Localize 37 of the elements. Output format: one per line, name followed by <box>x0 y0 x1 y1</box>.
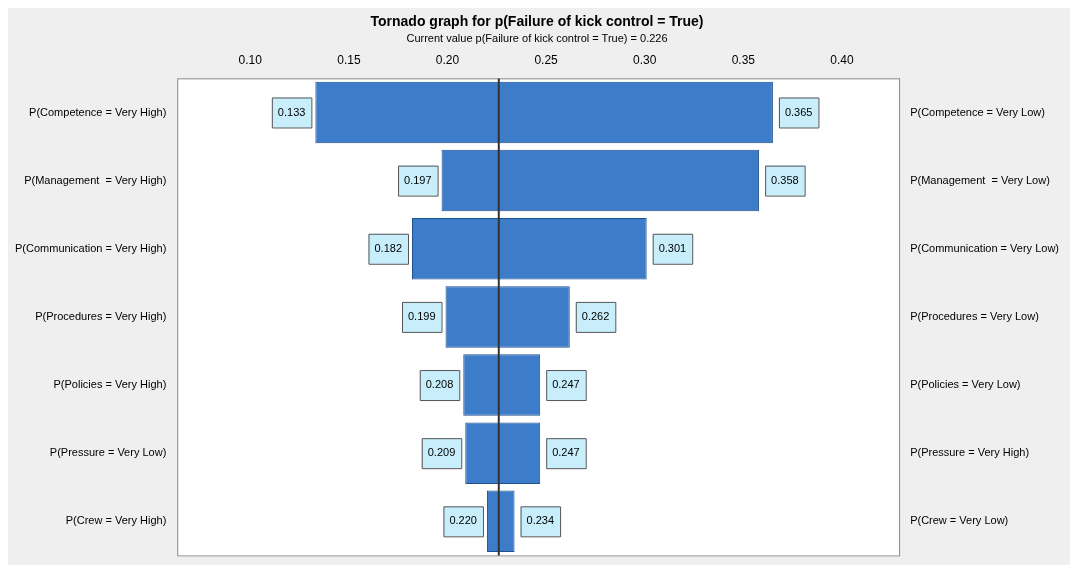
y2-tick-label: P(Crew = Very Low) <box>910 514 1009 527</box>
y2-tick-label: P(Communication = Very Low) <box>910 241 1060 254</box>
annotation: 0.262 <box>581 309 610 322</box>
annotation: 0.133 <box>277 105 306 118</box>
y-tick-label: P(Procedures = Very High) <box>35 309 167 322</box>
annotation: 0.247 <box>552 446 580 459</box>
y-tick-label: P(Policies = Very High) <box>53 378 167 391</box>
y-tick-label: P(Crew = Very High) <box>65 514 167 527</box>
annotation: 0.358 <box>771 173 799 186</box>
annotation: 0.234 <box>526 514 555 527</box>
y2-tick-label: P(Policies = Very Low) <box>910 378 1021 391</box>
x-tick-label: 0.25 <box>534 52 559 67</box>
y-tick-label: P(Pressure = Very Low) <box>49 446 167 459</box>
annotation: 0.208 <box>425 378 454 391</box>
y-tick-label: P(Competence = Very High) <box>29 105 167 118</box>
x-tick-label: 0.10 <box>238 52 263 67</box>
annotation: 0.209 <box>427 446 456 459</box>
y2-tick-label: P(Procedures = Very Low) <box>910 309 1039 322</box>
annotation: 0.247 <box>552 378 580 391</box>
chart-title: Tornado graph for p(Failure of kick control = True) <box>370 13 704 30</box>
annotation: 0.301 <box>658 241 687 254</box>
y2-tick-label: P(Competence = Very Low) <box>910 105 1045 118</box>
annotation: 0.199 <box>408 309 436 322</box>
annotation: 0.365 <box>784 105 813 118</box>
annotation: 0.220 <box>449 514 477 527</box>
y-tick-label: P(Management = Very High) <box>24 173 167 186</box>
x-tick-label: 0.35 <box>731 52 756 67</box>
chart-subtitle: Current value p(Failure of kick control = True) = 0.226 <box>406 32 668 45</box>
x-tick-label: 0.20 <box>435 52 460 67</box>
annotation: 0.182 <box>374 241 402 254</box>
x-tick-label: 0.30 <box>633 52 657 67</box>
y2-tick-label: P(Management = Very Low) <box>910 173 1050 186</box>
x-tick-label: 0.40 <box>830 52 854 67</box>
y-tick-label: P(Communication = Very High) <box>15 241 167 254</box>
x-tick-label: 0.15 <box>337 52 361 67</box>
y2-tick-label: P(Pressure = Very High) <box>910 446 1030 459</box>
annotation: 0.197 <box>404 173 432 186</box>
